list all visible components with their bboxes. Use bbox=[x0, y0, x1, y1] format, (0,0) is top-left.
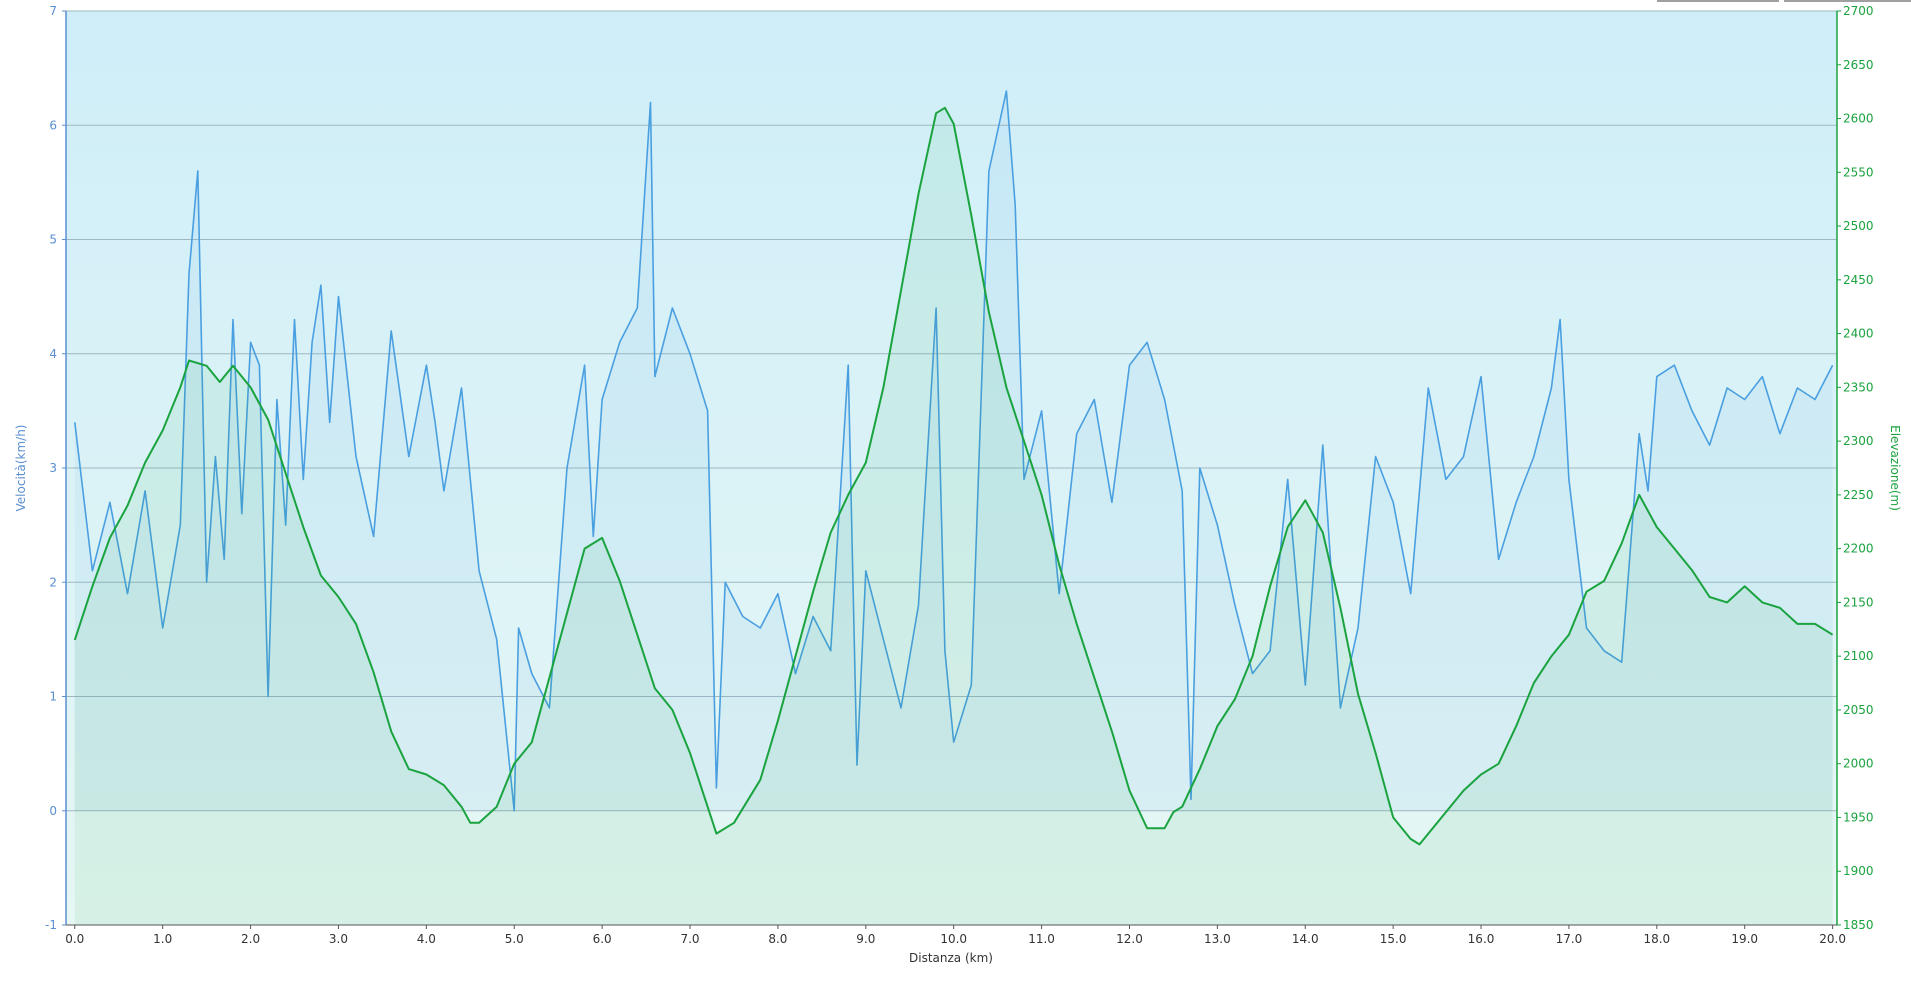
left-tick-label: 5 bbox=[49, 233, 57, 247]
left-tick-label: 4 bbox=[49, 347, 57, 361]
x-tick-label: 11.0 bbox=[1028, 932, 1055, 946]
x-tick-label: 8.0 bbox=[768, 932, 787, 946]
left-axis-ticks: -1 0 1 2 3 4 5 6 7 bbox=[45, 4, 66, 932]
right-tick-label: 2450 bbox=[1843, 273, 1874, 287]
x-tick-label: 3.0 bbox=[329, 932, 348, 946]
right-tick-label: 2650 bbox=[1843, 58, 1874, 72]
right-tick-label: 1950 bbox=[1843, 810, 1874, 824]
x-tick-label: 13.0 bbox=[1204, 932, 1231, 946]
x-tick-label: 0.0 bbox=[65, 932, 84, 946]
right-tick-label: 1850 bbox=[1843, 918, 1874, 932]
left-tick-label: 7 bbox=[49, 4, 57, 18]
x-tick-label: 6.0 bbox=[593, 932, 612, 946]
elevation-series-line bbox=[73, 106, 1834, 846]
left-tick-label: -1 bbox=[45, 918, 57, 932]
toolbar-button-stub[interactable] bbox=[1784, 0, 1911, 2]
right-axis-title: Elevazione(m) bbox=[1888, 425, 1902, 511]
x-tick-label: 19.0 bbox=[1731, 932, 1758, 946]
x-tick-label: 10.0 bbox=[940, 932, 967, 946]
x-tick-label: 2.0 bbox=[241, 932, 260, 946]
x-axis-title: Distanza (km) bbox=[909, 951, 993, 965]
x-tick-label: 12.0 bbox=[1116, 932, 1143, 946]
right-tick-label: 2500 bbox=[1843, 219, 1874, 233]
right-tick-label: 2100 bbox=[1843, 649, 1874, 663]
x-tick-label: 15.0 bbox=[1380, 932, 1407, 946]
right-tick-label: 2550 bbox=[1843, 165, 1874, 179]
right-tick-label: 2050 bbox=[1843, 703, 1874, 717]
left-axis-title: Velocità(km/h) bbox=[14, 425, 28, 512]
right-tick-label: 2300 bbox=[1843, 434, 1874, 448]
x-tick-label: 16.0 bbox=[1468, 932, 1495, 946]
left-tick-label: 0 bbox=[49, 804, 57, 818]
right-tick-label: 2350 bbox=[1843, 380, 1874, 394]
toolbar-button-stub[interactable] bbox=[1657, 0, 1779, 2]
speed-series-area bbox=[74, 91, 1833, 811]
x-axis-ticks: 0.0 1.0 2.0 3.0 4.0 5.0 6.0 7.0 8.0 9.0 10.0 11.0 12… bbox=[65, 925, 1846, 946]
right-tick-label: 2400 bbox=[1843, 327, 1874, 341]
right-tick-label: 2150 bbox=[1843, 595, 1874, 609]
right-axis-ticks: 1850 1900 1950 2000 2050 2100 2150 2200 2250 2300… bbox=[1837, 4, 1874, 932]
left-tick-label: 6 bbox=[49, 118, 57, 132]
right-tick-label: 1900 bbox=[1843, 864, 1874, 878]
x-tick-label: 9.0 bbox=[856, 932, 875, 946]
x-tick-label: 4.0 bbox=[417, 932, 436, 946]
x-tick-label: 5.0 bbox=[505, 932, 524, 946]
elevation-series-area bbox=[74, 107, 1833, 926]
x-tick-label: 7.0 bbox=[680, 932, 699, 946]
series-layer bbox=[73, 90, 1834, 926]
right-tick-label: 2250 bbox=[1843, 488, 1874, 502]
x-tick-label: 17.0 bbox=[1556, 932, 1583, 946]
left-tick-label: 3 bbox=[49, 461, 57, 475]
right-tick-label: 2600 bbox=[1843, 112, 1874, 126]
left-tick-label: 2 bbox=[49, 575, 57, 589]
x-tick-label: 1.0 bbox=[153, 932, 172, 946]
right-tick-label: 2000 bbox=[1843, 757, 1874, 771]
right-tick-label: 2700 bbox=[1843, 4, 1874, 18]
right-tick-label: 2200 bbox=[1843, 542, 1874, 556]
speed-series-line bbox=[74, 90, 1834, 812]
left-tick-label: 1 bbox=[49, 690, 57, 704]
x-tick-label: 20.0 bbox=[1819, 932, 1846, 946]
x-tick-label: 18.0 bbox=[1643, 932, 1670, 946]
x-tick-label: 14.0 bbox=[1292, 932, 1319, 946]
